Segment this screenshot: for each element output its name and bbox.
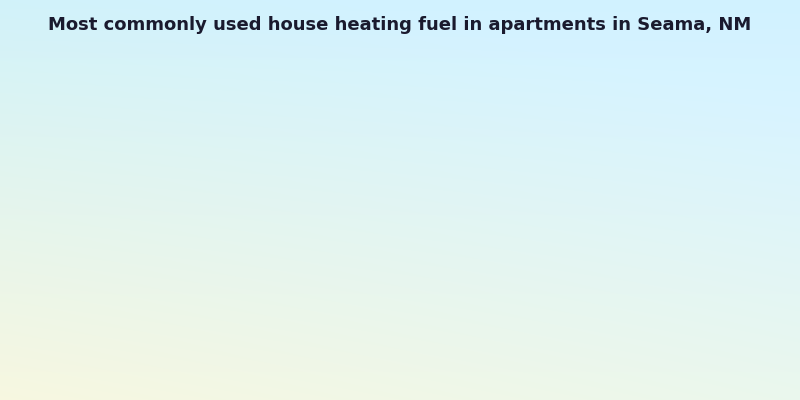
Legend: Utility gas, Other: Utility gas, Other — [298, 359, 502, 385]
Wedge shape — [199, 212, 290, 231]
Text: City-Data.com: City-Data.com — [622, 20, 692, 30]
Text: Most commonly used house heating fuel in apartments in Seama, NM: Most commonly used house heating fuel in… — [48, 16, 752, 34]
Wedge shape — [200, 30, 601, 231]
